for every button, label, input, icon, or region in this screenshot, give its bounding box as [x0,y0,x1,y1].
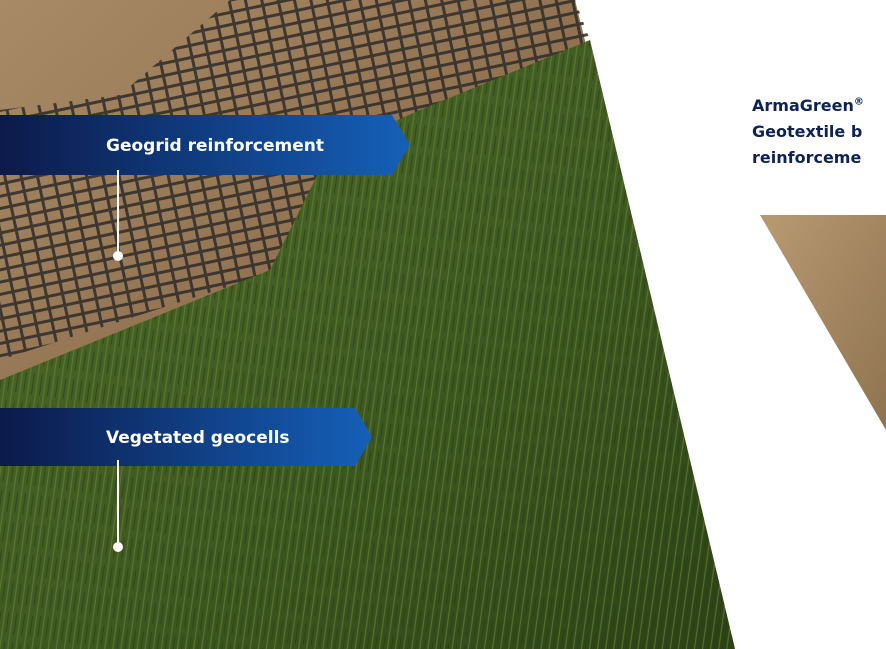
second-image [760,215,886,430]
caption-line: ArmaGreen® [752,96,864,115]
callout-dot [113,542,123,552]
callout-dot [113,251,123,261]
registered-mark: ® [853,96,864,108]
callout-label: Vegetated geocells [106,428,290,448]
callout-label: Geogrid reinforcement [106,136,324,156]
geogrid [0,0,590,360]
callout-banner [0,408,372,466]
grass-blades [0,40,735,649]
caption-line: Geotextile b [752,122,863,141]
callout-banner [0,115,410,175]
caption-line: reinforceme [752,148,862,167]
brand: ArmaGreen [752,96,854,115]
